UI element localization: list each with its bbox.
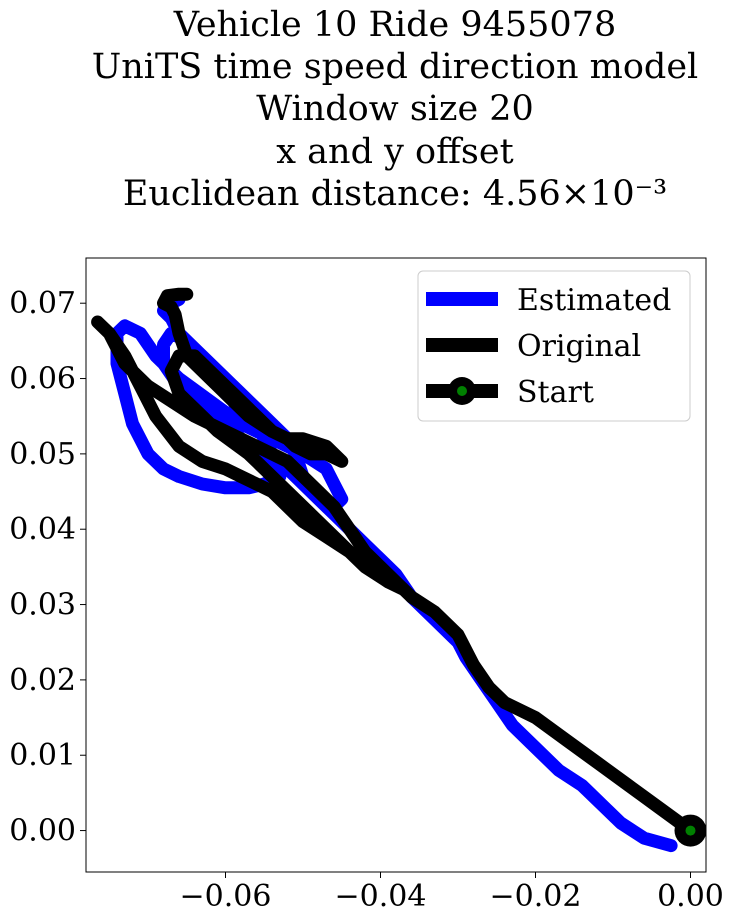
y-tick-label: 0.05 [9, 437, 76, 472]
legend-label-estimated: Estimated [517, 283, 671, 318]
series-line-original [91, 287, 697, 838]
title-line-1: Vehicle 10 Ride 9455078 [173, 5, 616, 45]
series-layer [91, 287, 697, 853]
title-line-3: Window size 20 [256, 89, 534, 129]
x-tick-label: −0.04 [335, 879, 427, 914]
plot-frame [85, 257, 707, 873]
x-tick-label: −0.06 [180, 879, 272, 914]
x-tick-label: −0.02 [490, 879, 582, 914]
title-line-5: Euclidean distance: 4.56×10⁻³ [123, 174, 667, 214]
y-axis: 0.00 0.01 0.02 0.03 0.04 0.05 0.06 0.07 [9, 286, 86, 849]
chart-title: Vehicle 10 Ride 9455078 UniTS time speed… [92, 5, 699, 214]
title-line-4: x and y offset [276, 132, 513, 172]
y-tick-label: 0.07 [9, 286, 76, 321]
x-tick-label: 0.00 [657, 879, 724, 914]
y-tick-label: 0.04 [9, 512, 76, 547]
y-tick-label: 0.03 [9, 588, 76, 623]
legend-box [417, 270, 691, 422]
y-tick-label: 0.06 [9, 362, 76, 397]
legend-swatch-start-dot [457, 386, 467, 396]
start-layer [674, 814, 707, 847]
legend: Estimated Original Start [417, 270, 691, 422]
legend-label-start: Start [517, 375, 594, 410]
start-marker-center [685, 825, 696, 836]
legend-label-original: Original [517, 329, 641, 364]
y-tick-label: 0.00 [9, 814, 76, 849]
title-line-2: UniTS time speed direction model [92, 47, 699, 87]
y-tick-label: 0.01 [9, 738, 76, 773]
y-tick-label: 0.02 [9, 663, 76, 698]
x-axis: −0.06 −0.04 −0.02 0.00 [180, 872, 724, 914]
